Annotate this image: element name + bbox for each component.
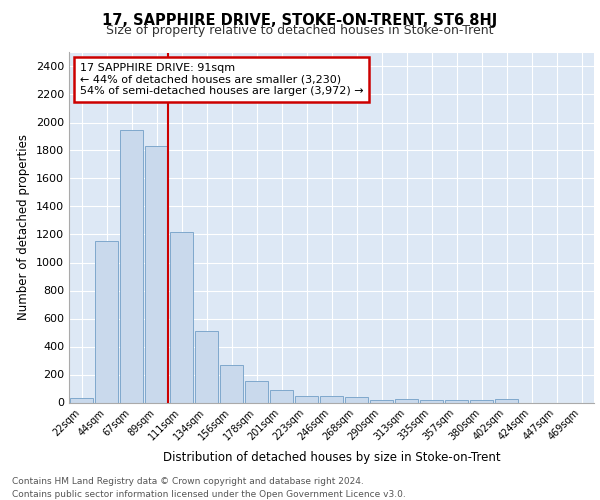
Bar: [295, 396, 318, 402]
Bar: [320, 396, 343, 402]
Bar: [470, 400, 493, 402]
X-axis label: Distribution of detached houses by size in Stoke-on-Trent: Distribution of detached houses by size …: [163, 450, 500, 464]
Bar: [420, 400, 443, 402]
Bar: [120, 130, 143, 402]
Bar: [445, 400, 468, 402]
Bar: [195, 331, 218, 402]
Bar: [245, 381, 268, 402]
Bar: [95, 242, 118, 402]
Bar: [70, 398, 93, 402]
Bar: [395, 399, 418, 402]
Text: Size of property relative to detached houses in Stoke-on-Trent: Size of property relative to detached ho…: [106, 24, 494, 37]
Bar: [220, 364, 243, 403]
Text: 17, SAPPHIRE DRIVE, STOKE-ON-TRENT, ST6 8HJ: 17, SAPPHIRE DRIVE, STOKE-ON-TRENT, ST6 …: [103, 12, 497, 28]
Bar: [270, 390, 293, 402]
Bar: [170, 232, 193, 402]
Bar: [145, 146, 168, 402]
Text: 17 SAPPHIRE DRIVE: 91sqm
← 44% of detached houses are smaller (3,230)
54% of sem: 17 SAPPHIRE DRIVE: 91sqm ← 44% of detach…: [79, 63, 363, 96]
Bar: [345, 397, 368, 402]
Bar: [370, 400, 393, 402]
Bar: [495, 399, 518, 402]
Text: Contains HM Land Registry data © Crown copyright and database right 2024.
Contai: Contains HM Land Registry data © Crown c…: [12, 477, 406, 499]
Y-axis label: Number of detached properties: Number of detached properties: [17, 134, 31, 320]
